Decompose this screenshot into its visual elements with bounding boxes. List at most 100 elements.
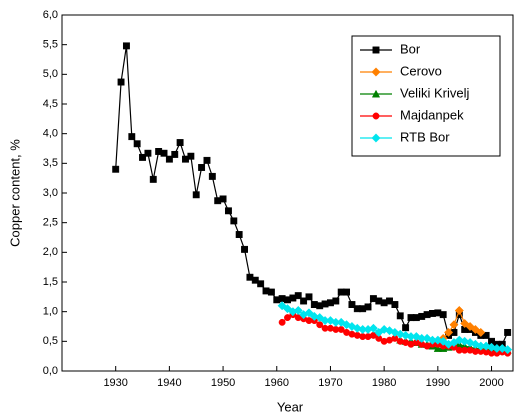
y-tick-label: 6,0 xyxy=(43,9,58,21)
data-point xyxy=(470,339,480,349)
data-point xyxy=(251,276,259,284)
data-point xyxy=(396,312,404,320)
data-point xyxy=(224,207,232,215)
data-point xyxy=(476,327,486,337)
x-tick-label: 1940 xyxy=(157,377,181,389)
data-point xyxy=(460,336,470,346)
data-point xyxy=(198,164,206,171)
data-point xyxy=(219,195,227,203)
legend-marker xyxy=(371,89,381,98)
data-point xyxy=(433,335,443,345)
data-point xyxy=(504,328,512,336)
data-point xyxy=(294,292,302,300)
y-tick-label: 2,0 xyxy=(43,246,58,258)
data-point xyxy=(149,175,157,183)
data-point xyxy=(203,156,211,164)
data-point xyxy=(165,155,173,163)
y-tick-label: 0,0 xyxy=(43,365,58,377)
data-point xyxy=(139,153,146,161)
legend-marker xyxy=(372,46,380,54)
data-point xyxy=(230,217,238,225)
x-tick-label: 1990 xyxy=(426,377,450,389)
x-tick-label: 1970 xyxy=(318,377,342,389)
legend-label: Cerovo xyxy=(400,63,442,78)
data-point xyxy=(486,342,497,352)
y-tick-label: 5,5 xyxy=(43,39,58,51)
x-tick-label: 1960 xyxy=(265,377,289,389)
data-point xyxy=(470,324,480,335)
data-point xyxy=(460,318,470,329)
y-tick-label: 3,5 xyxy=(43,157,58,169)
data-point xyxy=(133,140,141,148)
x-axis-label: Year xyxy=(277,399,304,414)
data-point xyxy=(422,333,432,343)
y-tick-label: 1,5 xyxy=(43,276,58,288)
data-point xyxy=(347,321,357,332)
x-tick-label: 2000 xyxy=(479,377,503,389)
x-tick-label: 1980 xyxy=(372,377,396,389)
data-point xyxy=(122,42,130,50)
data-point xyxy=(160,149,168,157)
data-point xyxy=(208,172,216,180)
data-point xyxy=(187,152,195,160)
data-point xyxy=(305,293,313,301)
data-point xyxy=(391,301,399,308)
y-axis-label: Copper content, % xyxy=(7,139,22,247)
data-point xyxy=(176,139,184,147)
data-point xyxy=(235,231,243,238)
data-point xyxy=(257,280,265,288)
data-point xyxy=(481,341,491,351)
data-point xyxy=(267,288,275,296)
data-point xyxy=(192,191,200,199)
legend-marker xyxy=(371,133,381,143)
data-point xyxy=(482,331,490,339)
legend-label: RTB Bor xyxy=(400,129,450,144)
data-point xyxy=(241,245,248,253)
data-point xyxy=(278,318,286,326)
data-point xyxy=(364,303,372,311)
data-point xyxy=(439,311,447,319)
data-point xyxy=(343,288,351,296)
data-point xyxy=(368,323,378,333)
data-point xyxy=(449,320,459,330)
x-tick-label: 1950 xyxy=(211,377,235,389)
y-tick-label: 4,0 xyxy=(43,128,58,140)
y-tick-label: 2,5 xyxy=(43,217,58,229)
data-point xyxy=(503,345,513,355)
legend-label: Majdanpek xyxy=(400,107,464,122)
data-point xyxy=(402,324,410,332)
y-tick-label: 0,5 xyxy=(43,335,58,347)
data-point xyxy=(128,133,136,141)
data-point xyxy=(411,332,421,342)
legend-marker xyxy=(371,67,381,77)
data-point xyxy=(465,321,475,332)
data-point xyxy=(304,308,314,318)
data-point xyxy=(342,320,352,330)
data-point xyxy=(293,305,303,316)
data-point xyxy=(284,314,291,322)
data-point xyxy=(386,297,393,305)
data-point xyxy=(348,301,356,308)
data-point xyxy=(379,324,389,335)
data-point xyxy=(454,305,464,316)
data-point xyxy=(332,297,340,305)
legend-label: Veliki Krivelj xyxy=(400,85,469,100)
x-tick-label: 1930 xyxy=(103,377,127,389)
legend-marker xyxy=(372,112,380,120)
data-point xyxy=(444,327,454,337)
data-point xyxy=(171,150,179,158)
y-tick-label: 3,0 xyxy=(43,187,58,199)
data-point xyxy=(465,337,475,348)
data-point xyxy=(144,149,152,157)
data-point xyxy=(352,323,362,333)
data-point xyxy=(454,335,464,345)
data-point xyxy=(300,297,308,305)
y-tick-label: 5,0 xyxy=(43,68,58,80)
data-point xyxy=(117,78,125,86)
data-point xyxy=(112,165,120,173)
legend-label: Bor xyxy=(400,41,421,56)
data-point xyxy=(433,344,442,352)
y-tick-label: 4,5 xyxy=(43,98,58,110)
y-tick-label: 1,0 xyxy=(43,306,58,318)
